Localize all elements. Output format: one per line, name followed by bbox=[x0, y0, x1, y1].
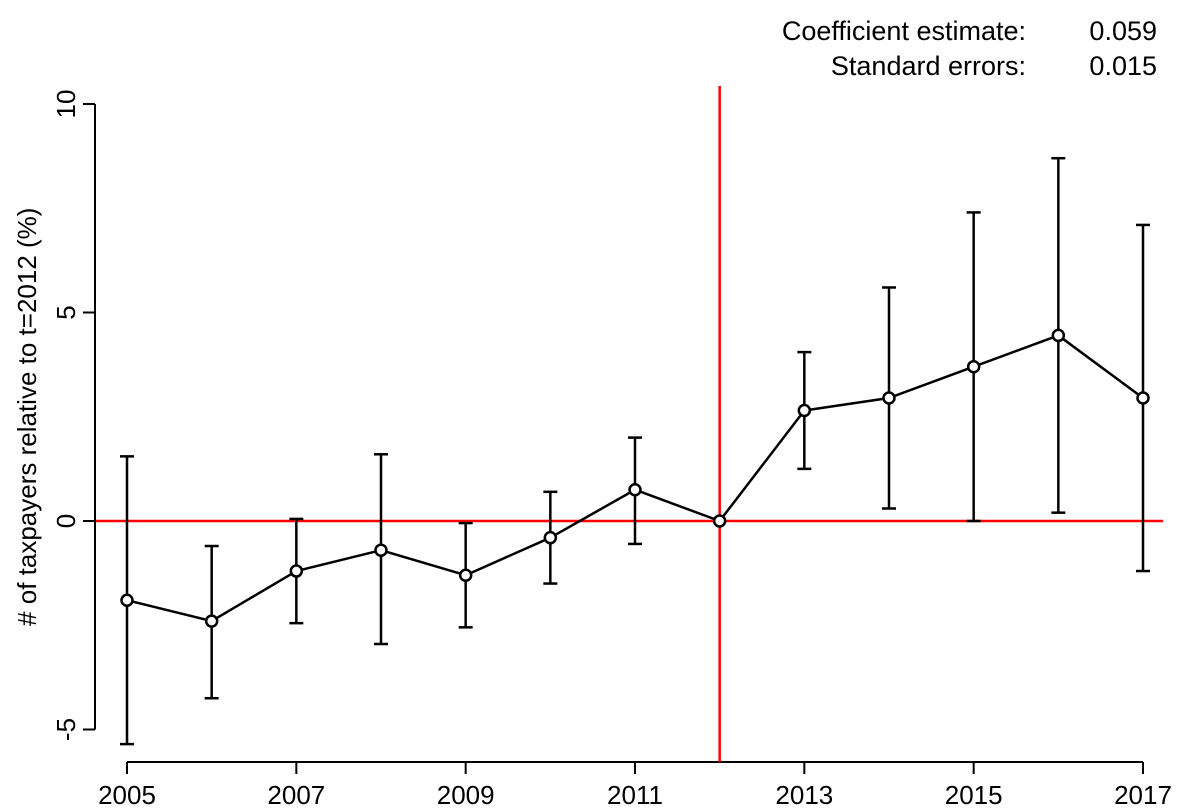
data-point bbox=[1136, 391, 1150, 405]
data-point bbox=[966, 359, 981, 374]
markers bbox=[120, 328, 1150, 628]
y-tick-label: 5 bbox=[51, 305, 81, 319]
data-point bbox=[120, 593, 134, 607]
x-tick-label: 2007 bbox=[267, 780, 325, 810]
data-point bbox=[1051, 328, 1066, 343]
x-tick-label: 2011 bbox=[607, 780, 663, 810]
x-tick-label: 2005 bbox=[98, 780, 156, 810]
data-point bbox=[374, 543, 388, 557]
data-point bbox=[289, 564, 304, 578]
data-point bbox=[882, 391, 896, 405]
data-point bbox=[712, 514, 727, 528]
data-point bbox=[204, 614, 219, 628]
data-point bbox=[797, 403, 812, 418]
reference-lines bbox=[96, 86, 1163, 762]
x-tick-label: 2015 bbox=[945, 780, 1003, 810]
axes: -5 0 5 10 2005 2007 2009 2011 2013 2015 2017 bbox=[51, 90, 1172, 810]
data-point bbox=[543, 530, 558, 545]
y-tick-label: -5 bbox=[51, 718, 81, 741]
x-tick-label: 2009 bbox=[437, 780, 495, 810]
y-tick-label: 10 bbox=[51, 90, 81, 119]
x-tick-label: 2013 bbox=[775, 780, 833, 810]
y-axis-label: # of taxpayers relative to t=2012 (%) bbox=[12, 208, 42, 626]
x-tick-label: 2017 bbox=[1114, 780, 1172, 810]
data-point bbox=[628, 482, 642, 497]
error-bars bbox=[120, 156, 1150, 746]
data-point bbox=[458, 568, 473, 582]
y-tick-label: 0 bbox=[51, 514, 81, 528]
